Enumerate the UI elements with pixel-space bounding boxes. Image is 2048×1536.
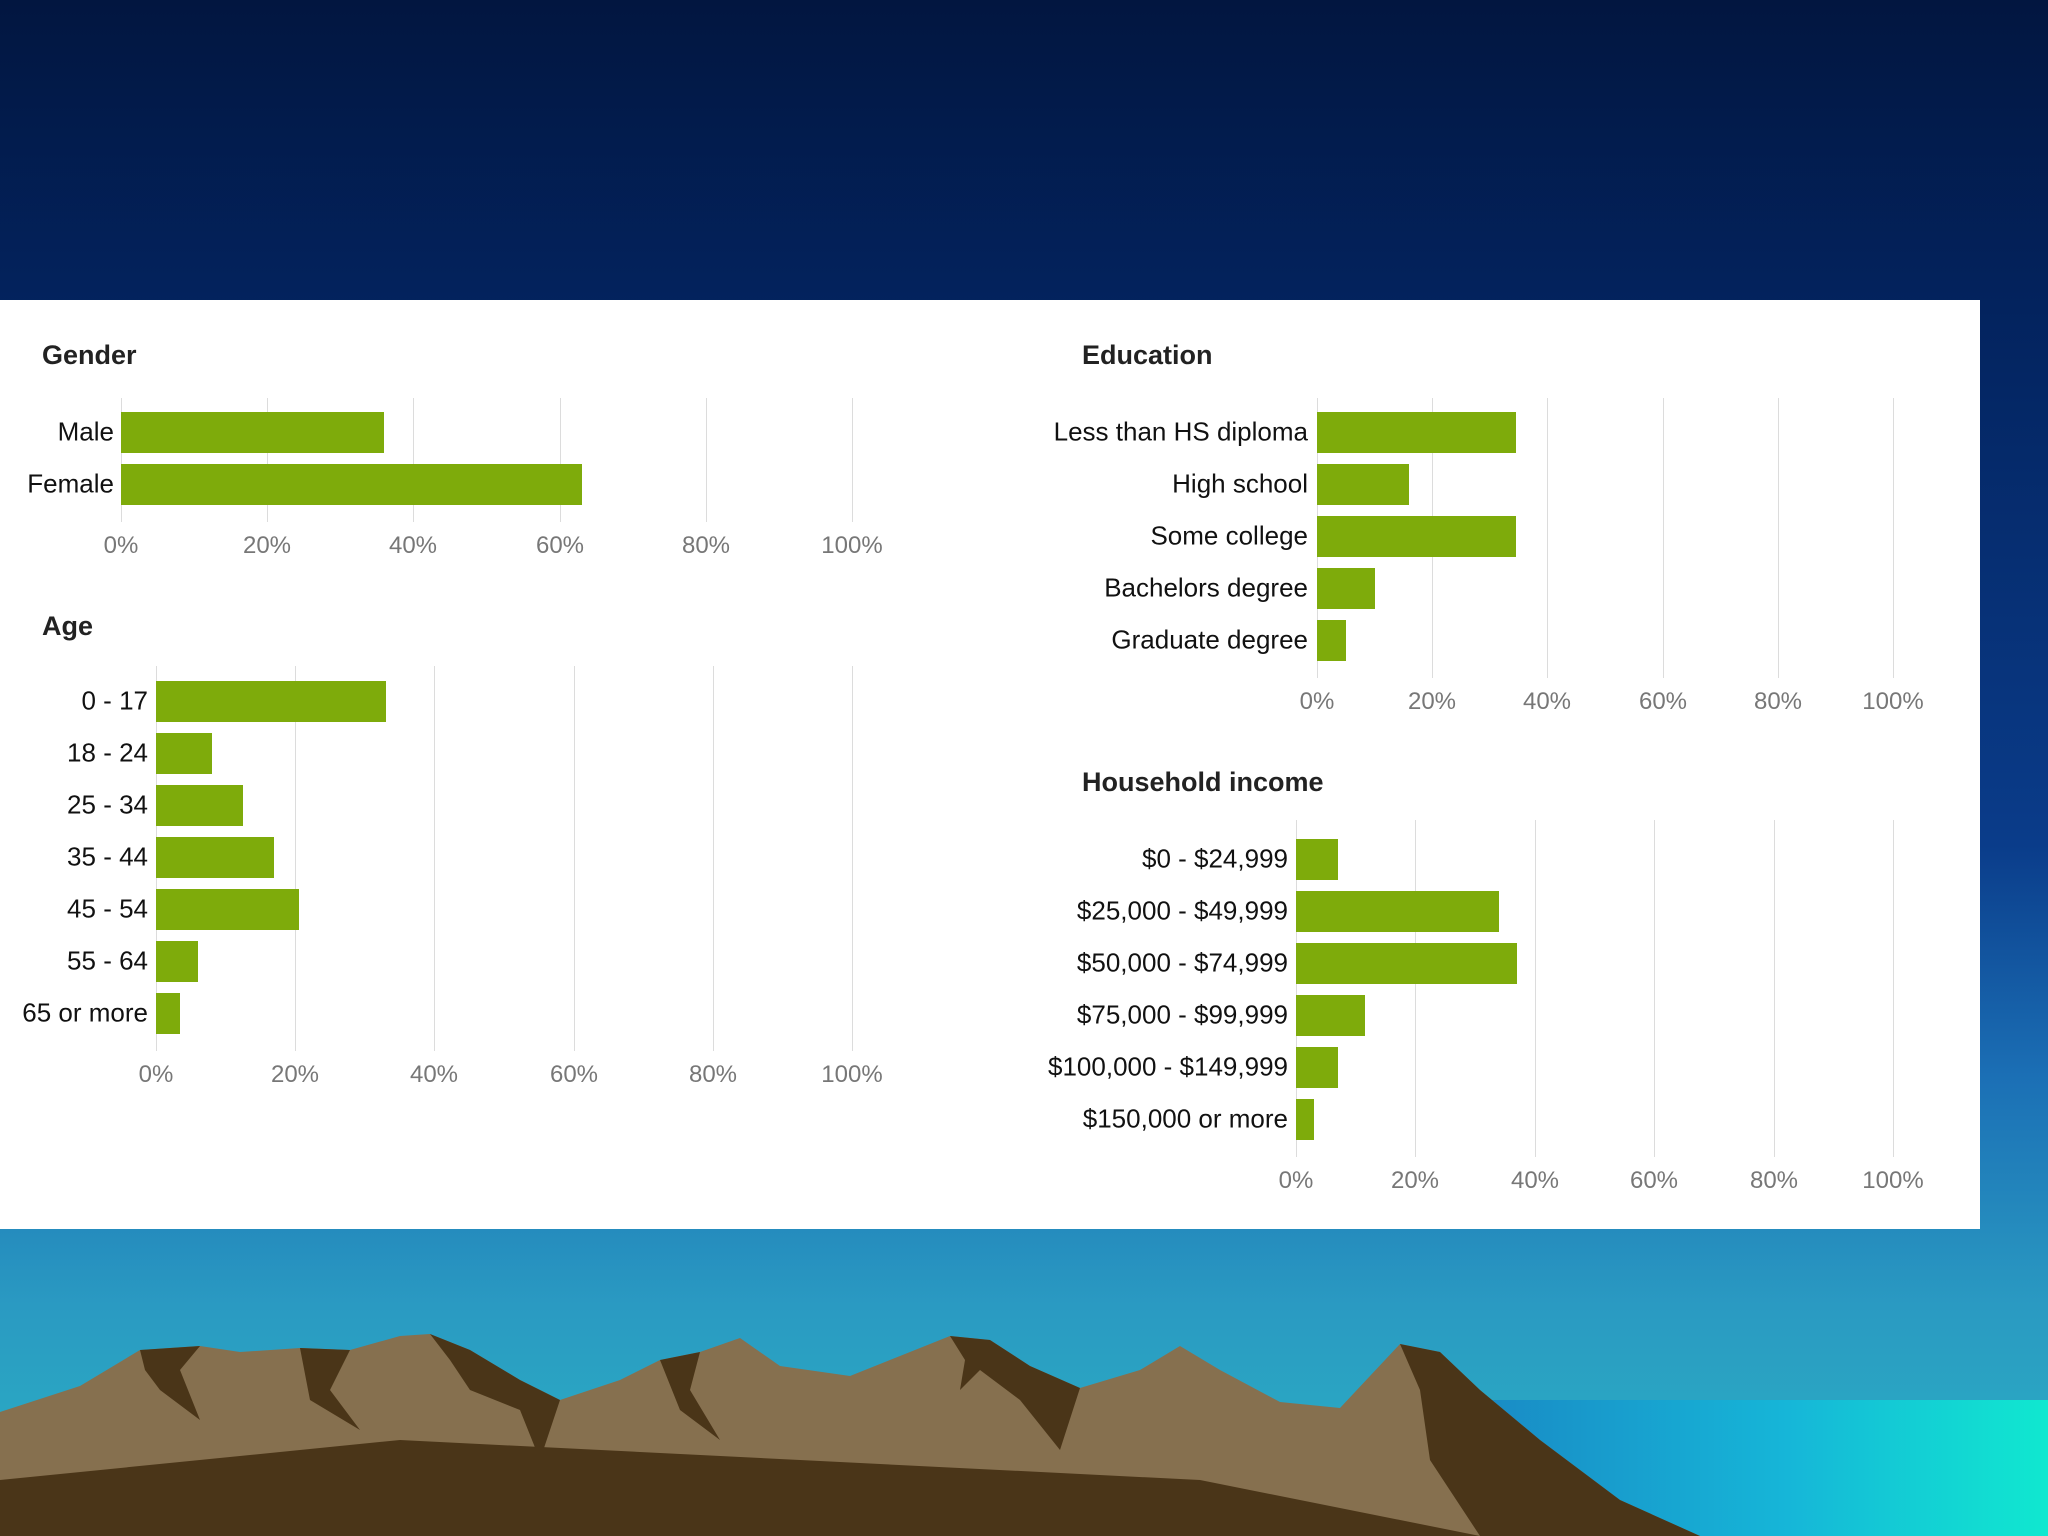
age-x-tick-label: 0% xyxy=(138,1061,174,1088)
mountain-shadow xyxy=(0,1440,1480,1536)
gender-gridline xyxy=(560,398,561,522)
income-category-label: $0 - $24,999 xyxy=(1141,843,1288,874)
income-category-label: $150,000 or more xyxy=(1082,1103,1288,1134)
gender-x-tick-label: 80% xyxy=(681,532,731,559)
gender-gridline xyxy=(706,398,707,522)
income-bar xyxy=(1296,1099,1314,1140)
age-x-tick-label: 20% xyxy=(270,1061,320,1088)
gender-x-tick-label: 100% xyxy=(821,532,883,559)
education-category-label: Less than HS diploma xyxy=(1053,416,1308,447)
income-x-tick-label: 0% xyxy=(1278,1167,1314,1194)
education-category-label: Bachelors degree xyxy=(1104,572,1308,603)
age-chart-title: Age xyxy=(42,611,94,641)
age-category-label: 35 - 44 xyxy=(67,841,148,872)
education-gridline xyxy=(1663,398,1664,678)
gender-gridline xyxy=(267,398,268,522)
age-x-tick-label: 100% xyxy=(821,1061,883,1088)
education-gridline xyxy=(1778,398,1779,678)
income-category-label: $25,000 - $49,999 xyxy=(1076,895,1288,926)
age-bar xyxy=(156,733,212,774)
gender-bar xyxy=(121,412,384,453)
income-chart-title: Household income xyxy=(1082,767,1324,797)
income-x-tick-label: 100% xyxy=(1862,1167,1924,1194)
income-bar xyxy=(1296,1047,1338,1088)
income-gridline xyxy=(1654,820,1655,1157)
education-category-label: High school xyxy=(1172,468,1308,499)
mountain-range-illustration xyxy=(0,1334,1700,1536)
education-x-tick-label: 40% xyxy=(1522,688,1572,715)
gender-gridline xyxy=(413,398,414,522)
age-category-label: 18 - 24 xyxy=(67,737,148,768)
age-category-label: 55 - 64 xyxy=(67,945,148,976)
education-chart-title: Education xyxy=(1082,340,1213,370)
education-gridline xyxy=(1547,398,1548,678)
education-gridline xyxy=(1893,398,1894,678)
age-gridline xyxy=(852,666,853,1051)
income-x-tick-label: 60% xyxy=(1629,1167,1679,1194)
income-gridline xyxy=(1893,820,1894,1157)
gender-category-label: Male xyxy=(57,416,114,447)
mountain-shadow xyxy=(430,1334,560,1460)
education-x-tick-label: 100% xyxy=(1862,688,1924,715)
age-x-tick-label: 80% xyxy=(688,1061,738,1088)
education-x-tick-label: 80% xyxy=(1753,688,1803,715)
gender-x-tick-label: 0% xyxy=(103,532,139,559)
age-gridline xyxy=(574,666,575,1051)
education-x-tick-label: 20% xyxy=(1407,688,1457,715)
gender-chart-title: Gender xyxy=(42,340,137,370)
income-gridline xyxy=(1774,820,1775,1157)
education-bar xyxy=(1317,620,1346,661)
income-category-label: $50,000 - $74,999 xyxy=(1076,947,1288,978)
age-category-label: 25 - 34 xyxy=(67,789,148,820)
age-x-tick-label: 40% xyxy=(409,1061,459,1088)
age-bar xyxy=(156,889,299,930)
gender-x-tick-label: 20% xyxy=(242,532,292,559)
gender-x-tick-label: 40% xyxy=(388,532,438,559)
age-gridline xyxy=(295,666,296,1051)
income-x-tick-label: 40% xyxy=(1510,1167,1560,1194)
mountain-shadow xyxy=(1400,1344,1700,1536)
age-bar xyxy=(156,941,198,982)
income-gridline xyxy=(1415,820,1416,1157)
age-bar xyxy=(156,785,243,826)
mountain-shadow xyxy=(950,1336,1080,1450)
education-x-tick-label: 0% xyxy=(1299,688,1335,715)
age-bar xyxy=(156,681,386,722)
mountain-shadow xyxy=(140,1346,200,1420)
education-category-label: Some college xyxy=(1150,520,1308,551)
age-category-label: 65 or more xyxy=(22,997,148,1028)
gender-bar xyxy=(121,464,582,505)
education-bar xyxy=(1317,412,1516,453)
mountain-shadow xyxy=(300,1348,360,1430)
income-category-label: $75,000 - $99,999 xyxy=(1076,999,1288,1030)
education-category-label: Graduate degree xyxy=(1111,624,1308,655)
gender-gridline xyxy=(852,398,853,522)
age-gridline xyxy=(713,666,714,1051)
education-bar xyxy=(1317,464,1409,505)
education-x-tick-label: 60% xyxy=(1638,688,1688,715)
income-bar xyxy=(1296,995,1365,1036)
education-bar xyxy=(1317,516,1516,557)
income-x-tick-label: 20% xyxy=(1390,1167,1440,1194)
gender-gridline xyxy=(121,398,122,522)
charts-panel: Gender 0% 20% 40% 60% 80% 100% Male Female Age 0% 2… xyxy=(0,300,1980,1229)
income-bar xyxy=(1296,839,1338,880)
income-x-tick-label: 80% xyxy=(1749,1167,1799,1194)
income-gridline xyxy=(1296,820,1297,1157)
age-category-label: 0 - 17 xyxy=(81,685,149,716)
gender-category-label: Female xyxy=(27,468,114,499)
income-bar xyxy=(1296,943,1517,984)
mountain-shadow xyxy=(660,1352,720,1440)
income-category-label: $100,000 - $149,999 xyxy=(1048,1051,1288,1082)
age-gridline xyxy=(434,666,435,1051)
age-bar xyxy=(156,993,180,1034)
gender-x-tick-label: 60% xyxy=(535,532,585,559)
age-category-label: 45 - 54 xyxy=(67,893,148,924)
age-x-tick-label: 60% xyxy=(549,1061,599,1088)
age-bar xyxy=(156,837,274,878)
income-gridline xyxy=(1535,820,1536,1157)
education-bar xyxy=(1317,568,1375,609)
income-bar xyxy=(1296,891,1499,932)
